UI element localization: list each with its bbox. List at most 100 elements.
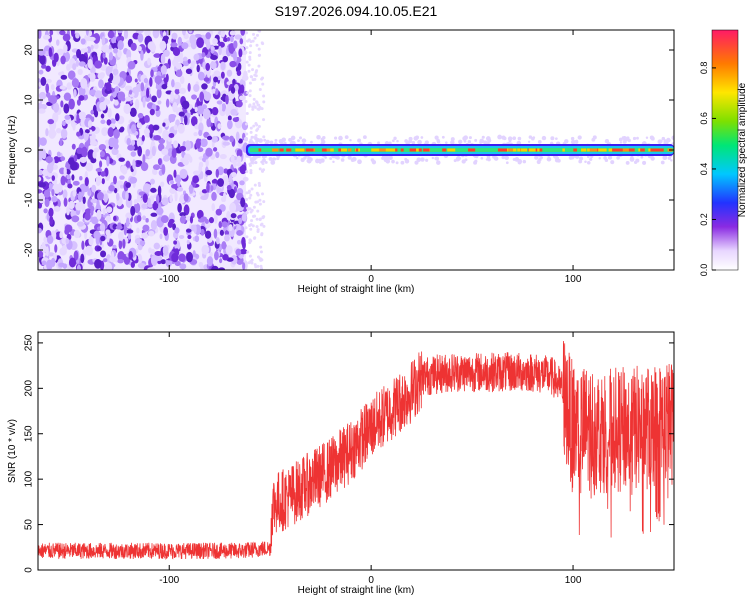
carrier-halo	[527, 140, 531, 143]
noise-speckle	[222, 141, 231, 146]
noise-speckle	[130, 151, 137, 157]
noise-speckle	[178, 234, 185, 239]
noise-speckle	[47, 252, 55, 257]
carrier-halo	[250, 135, 254, 139]
noise-speckle	[192, 170, 200, 176]
noise-speckle	[219, 258, 223, 264]
noise-speckle	[220, 30, 226, 38]
noise-speckle	[125, 75, 133, 84]
noise-speckle	[137, 45, 142, 52]
noise-speckle	[253, 214, 257, 218]
noise-speckle	[240, 197, 246, 208]
carrier-halo	[468, 136, 472, 140]
carrier-halo	[434, 156, 440, 161]
noise-speckle	[103, 193, 109, 203]
carrier-halo	[371, 160, 377, 165]
noise-speckle	[238, 217, 243, 225]
carrier-peak	[650, 148, 659, 152]
noise-speckle	[252, 124, 256, 128]
noise-speckle	[96, 191, 105, 201]
noise-speckle	[90, 109, 94, 115]
noise-speckle	[224, 77, 230, 89]
noise-speckle	[96, 246, 102, 251]
noise-speckle	[210, 185, 214, 192]
noise-speckle	[43, 208, 48, 214]
noise-speckle	[63, 197, 68, 207]
carrier-peak	[442, 148, 447, 152]
noise-speckle	[252, 205, 256, 209]
noise-speckle	[133, 198, 138, 205]
noise-speckle	[260, 232, 264, 236]
noise-speckle	[43, 189, 51, 198]
noise-speckle	[66, 63, 71, 72]
carrier-halo	[467, 140, 472, 144]
noise-speckle	[171, 79, 175, 88]
noise-speckle	[225, 245, 233, 255]
carrier-halo	[404, 139, 408, 143]
carrier-halo	[592, 135, 597, 140]
noise-speckle	[255, 225, 259, 229]
noise-speckle	[38, 150, 44, 161]
carrier-peak	[378, 148, 386, 152]
noise-speckle	[179, 215, 186, 224]
carrier-peak	[326, 148, 331, 152]
noise-speckle	[256, 264, 260, 268]
noise-speckle	[115, 192, 120, 201]
carrier-peak	[299, 148, 304, 152]
noise-speckle	[229, 30, 236, 36]
carrier-peak	[330, 148, 334, 152]
carrier-halo	[334, 136, 338, 140]
noise-speckle	[218, 221, 223, 229]
noise-speckle	[137, 112, 144, 119]
noise-speckle	[182, 59, 190, 67]
carrier-peak	[389, 148, 396, 152]
noise-speckle	[179, 263, 187, 270]
snr-y-ticks: 0 50 100 150 200 250	[24, 334, 674, 573]
noise-speckle	[168, 114, 177, 119]
noise-speckle	[125, 212, 132, 220]
carrier-halo	[310, 140, 313, 144]
noise-speckle	[87, 188, 91, 196]
noise-speckle	[137, 145, 143, 157]
noise-speckle	[213, 76, 219, 83]
noise-speckle	[60, 100, 64, 108]
noise-speckle	[54, 244, 58, 253]
carrier-peak	[423, 148, 430, 152]
noise-speckle	[211, 179, 219, 184]
carrier-halo	[270, 160, 276, 165]
carrier-halo	[420, 157, 425, 162]
noise-speckle	[221, 103, 227, 112]
colorbar-tick-label: 0.4	[699, 163, 709, 176]
snr-panel: -100 0 100 0 50 100 150 200 250 Height of strai…	[7, 331, 675, 596]
noise-speckle	[49, 215, 54, 226]
noise-speckle	[45, 83, 50, 94]
noise-speckle	[109, 95, 114, 102]
carrier-peak	[272, 148, 279, 152]
noise-speckle	[257, 125, 261, 129]
carrier-halo	[642, 160, 647, 165]
carrier-halo	[434, 135, 439, 140]
noise-speckle	[39, 54, 46, 65]
noise-speckle	[204, 218, 209, 224]
noise-speckle	[229, 135, 234, 143]
noise-speckle	[253, 36, 257, 40]
noise-speckle	[255, 217, 259, 221]
y-tick-label: 50	[24, 519, 35, 531]
noise-speckle	[215, 168, 220, 178]
carrier-halo	[351, 156, 357, 162]
noise-speckle	[218, 267, 226, 270]
noise-speckle	[197, 71, 205, 81]
noise-speckle	[112, 244, 117, 249]
noise-speckle	[73, 154, 78, 162]
noise-speckle	[126, 137, 131, 146]
noise-speckle	[169, 194, 173, 204]
noise-speckle	[204, 230, 212, 239]
noise-speckle	[246, 250, 250, 254]
carrier-halo	[262, 158, 266, 163]
noise-speckle	[176, 69, 183, 78]
noise-speckle	[221, 221, 228, 228]
noise-speckle	[63, 92, 72, 101]
carrier-halo	[338, 135, 343, 141]
noise-speckle	[230, 155, 235, 163]
carrier-halo	[517, 160, 522, 165]
